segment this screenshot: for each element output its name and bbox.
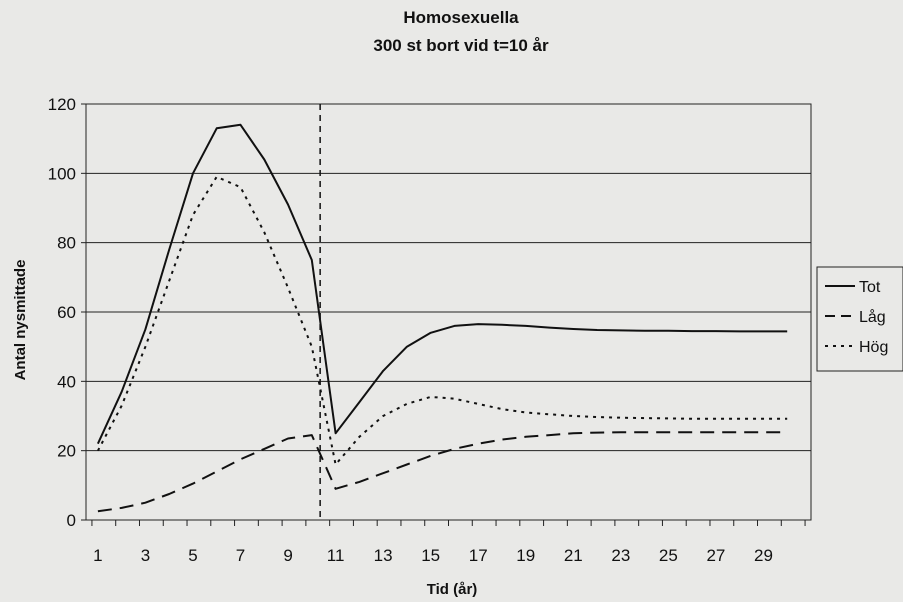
series-line-Tot <box>96 123 788 445</box>
y-axis-label: Antal nysmittade <box>12 260 29 381</box>
x-tick-label: 19 <box>516 546 535 565</box>
x-tick-label: 17 <box>469 546 488 565</box>
y-tick-label: 20 <box>57 442 76 461</box>
legend-label: Hög <box>859 339 888 356</box>
x-tick-label: 1 <box>93 546 102 565</box>
legend: Tot Låg Hög <box>816 266 903 372</box>
series-lines <box>96 123 788 513</box>
series-line-Låg <box>97 431 788 513</box>
legend-box <box>816 266 903 372</box>
grid-lines <box>81 103 811 521</box>
x-tick-label: 11 <box>327 546 345 565</box>
chart-subtitle: 300 st bort vid t=10 år <box>373 36 549 55</box>
x-tick-label: 3 <box>141 546 150 565</box>
x-tick-label: 23 <box>611 546 630 565</box>
x-tick-label: 27 <box>706 546 725 565</box>
x-tick-label: 5 <box>188 546 197 565</box>
y-tick-label: 40 <box>57 372 76 391</box>
legend-label: Tot <box>859 279 881 296</box>
x-tick-label: 29 <box>754 546 773 565</box>
x-tick-label: 13 <box>374 546 393 565</box>
x-axis-label: Tid (år) <box>427 581 478 598</box>
y-tick-label: 0 <box>67 511 76 530</box>
x-tick-label: 21 <box>564 546 583 565</box>
y-tick-labels: 0 20 40 60 80 100 120 <box>48 95 76 530</box>
x-tick-label: 9 <box>283 546 292 565</box>
x-tick-label: 15 <box>421 546 440 565</box>
x-tick-label: 25 <box>659 546 678 565</box>
series-line-Hög <box>97 175 788 466</box>
legend-label: Låg <box>859 308 886 326</box>
y-tick-label: 80 <box>57 234 76 253</box>
y-tick-label: 120 <box>48 95 76 114</box>
y-tick-label: 100 <box>48 164 76 183</box>
y-tick-label: 60 <box>57 303 76 322</box>
chart-title: Homosexuella <box>403 8 519 27</box>
x-tick-labels: 1 3 5 7 9 11 13 15 17 19 21 23 25 27 29 <box>91 520 806 565</box>
x-tick-label: 7 <box>236 546 245 565</box>
